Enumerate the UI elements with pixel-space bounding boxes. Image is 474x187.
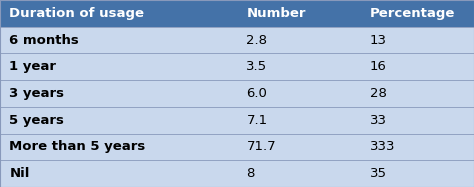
Text: 6 months: 6 months — [9, 34, 79, 47]
Text: 7.1: 7.1 — [246, 114, 268, 127]
Text: Nil: Nil — [9, 167, 30, 180]
Bar — [237, 0, 360, 27]
Bar — [360, 0, 474, 27]
Bar — [0, 27, 474, 53]
Text: 6.0: 6.0 — [246, 87, 267, 100]
Text: 3.5: 3.5 — [246, 60, 268, 73]
Bar — [0, 0, 237, 27]
Text: 13: 13 — [370, 34, 387, 47]
Bar — [0, 53, 474, 80]
Text: Percentage: Percentage — [370, 7, 455, 20]
Text: 16: 16 — [370, 60, 387, 73]
Text: 3 years: 3 years — [9, 87, 64, 100]
Text: 71.7: 71.7 — [246, 140, 276, 153]
Text: 8: 8 — [246, 167, 255, 180]
Text: 33: 33 — [370, 114, 387, 127]
Bar — [0, 134, 474, 160]
Bar — [0, 160, 474, 187]
Bar — [0, 107, 474, 134]
Bar — [0, 80, 474, 107]
Text: More than 5 years: More than 5 years — [9, 140, 146, 153]
Text: 28: 28 — [370, 87, 387, 100]
Text: Number: Number — [246, 7, 306, 20]
Text: 333: 333 — [370, 140, 395, 153]
Text: 5 years: 5 years — [9, 114, 64, 127]
Text: 1 year: 1 year — [9, 60, 56, 73]
Text: 2.8: 2.8 — [246, 34, 267, 47]
Text: 35: 35 — [370, 167, 387, 180]
Text: Duration of usage: Duration of usage — [9, 7, 145, 20]
